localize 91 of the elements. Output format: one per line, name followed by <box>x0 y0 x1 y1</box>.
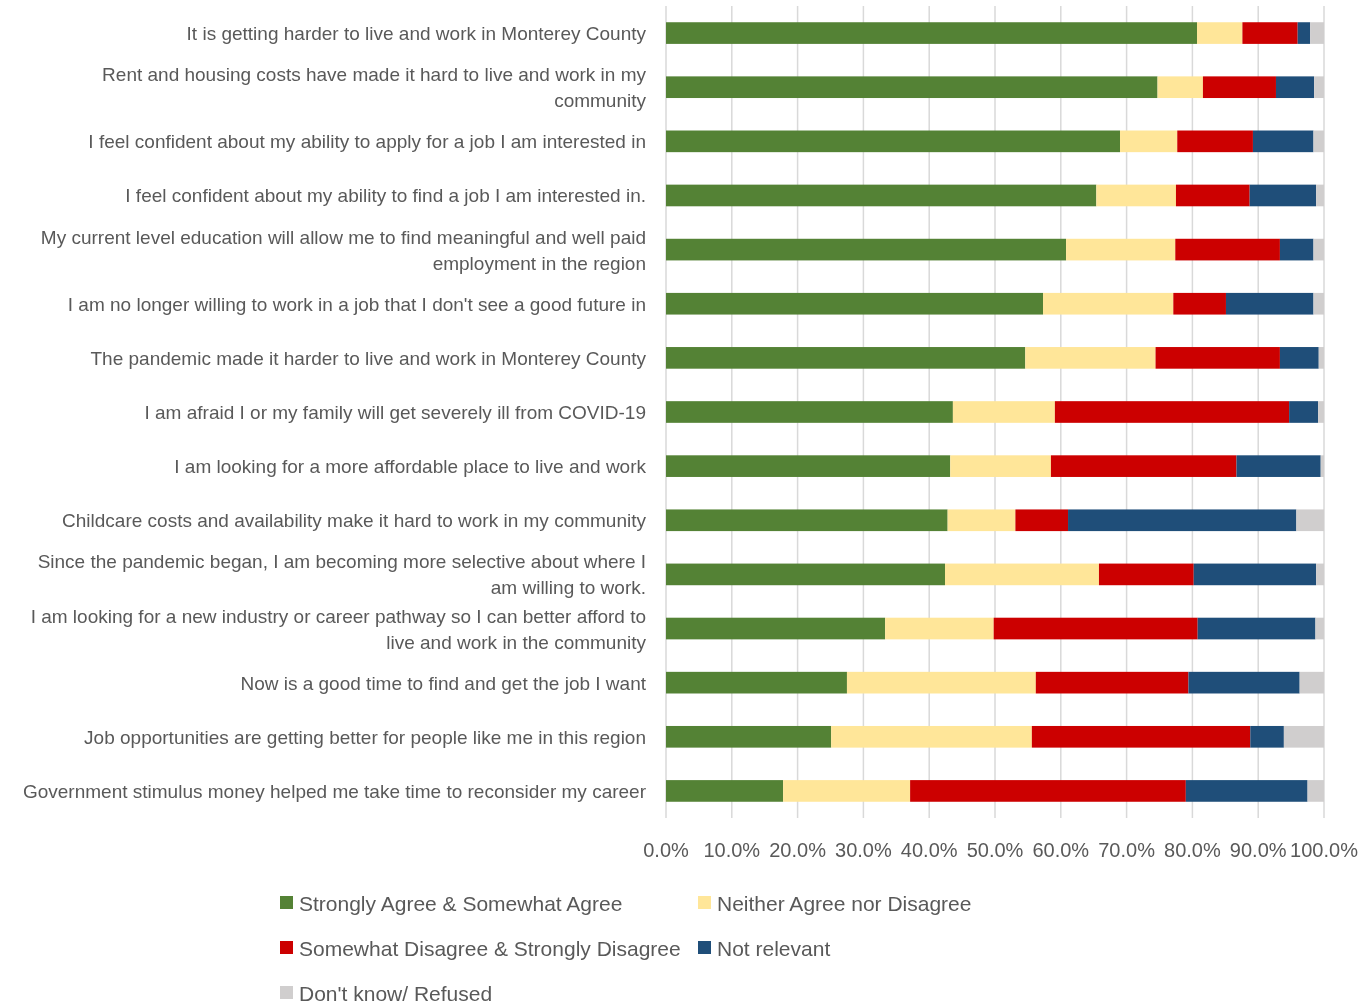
bar <box>666 617 886 640</box>
bar <box>1031 725 1251 748</box>
bar <box>1236 455 1321 477</box>
bar <box>1289 401 1319 423</box>
bar <box>666 130 1121 153</box>
bar <box>1120 130 1178 153</box>
bar <box>831 725 1032 748</box>
bar <box>1250 725 1284 748</box>
y-tick-label: I am looking for a more affordable place to live and work <box>174 455 647 477</box>
bar <box>1177 130 1253 153</box>
legend-label: Strongly Agree & Somewhat Agree <box>299 891 623 915</box>
bar <box>947 509 1016 532</box>
y-tick-label: Government stimulus money helped me take time to reconsider my career <box>22 780 647 802</box>
x-tick-label: 30.0% <box>835 839 892 861</box>
bar <box>666 563 945 586</box>
bar <box>846 671 1036 694</box>
y-tick-label: The pandemic made it harder to live and work in Monterey County <box>90 347 647 369</box>
bar <box>666 455 951 477</box>
bar <box>666 725 832 748</box>
x-tick-label: 100.0% <box>1290 839 1359 861</box>
bar <box>1035 671 1189 694</box>
bar <box>1252 130 1314 153</box>
bar <box>1173 292 1226 315</box>
bar <box>666 184 1097 207</box>
bar <box>1054 401 1290 423</box>
bar <box>1066 238 1176 261</box>
bar <box>910 780 1186 802</box>
x-tick-label: 10.0% <box>703 839 761 861</box>
y-tick-label: Rent and housing costs have made it hard to live and work in my community <box>102 63 647 111</box>
y-tick-label: Job opportunities are getting better for people like me in this region <box>84 726 646 748</box>
y-tick-label: I am no longer willing to work in a job that I don't see a good future in <box>67 293 646 315</box>
bar <box>666 76 1158 99</box>
bar <box>1279 238 1314 261</box>
bar <box>993 617 1198 640</box>
bar <box>1157 76 1203 99</box>
bar <box>1025 347 1156 369</box>
legend-label: Not relevant <box>717 936 831 960</box>
x-tick-label: 0.0% <box>643 839 690 861</box>
x-tick-label: 90.0% <box>1229 839 1287 861</box>
bar <box>1279 347 1319 369</box>
bar <box>666 347 1026 369</box>
x-tick-label: 50.0% <box>966 839 1024 861</box>
bar <box>666 401 953 423</box>
x-tick-label: 60.0% <box>1032 839 1090 861</box>
y-tick-label: It is getting harder to live and work in Monterey County <box>186 22 647 44</box>
bar <box>950 455 1051 477</box>
bar <box>944 563 1099 586</box>
bar <box>1225 292 1314 315</box>
y-tick-label: I feel confident about my ability to find a job I am interested in. <box>125 184 646 206</box>
legend-label: Somewhat Disagree & Strongly Disagree <box>299 936 681 960</box>
bar <box>1188 671 1300 694</box>
x-tick-label: 80.0% <box>1164 839 1221 861</box>
bar <box>1202 76 1276 99</box>
y-tick-label: I feel confident about my ability to apply for a job I am interested in <box>88 130 646 152</box>
bar <box>666 509 948 532</box>
bar <box>1275 76 1315 99</box>
legend-label: Neither Agree nor Disagree <box>717 891 972 915</box>
y-tick-label: I am afraid I or my family will get severely ill from COVID-19 <box>144 401 646 423</box>
bar <box>1193 563 1317 586</box>
bar <box>1297 22 1311 44</box>
x-tick-label: 40.0% <box>900 839 958 861</box>
bar <box>666 671 847 694</box>
bar <box>1197 617 1316 640</box>
bar <box>1175 184 1250 207</box>
bar <box>666 292 1044 315</box>
bar <box>1197 22 1243 44</box>
bar <box>1096 184 1176 207</box>
bar <box>1155 347 1280 369</box>
bar <box>1050 455 1237 477</box>
bar <box>885 617 994 640</box>
legend-label: Don't know/ Refused <box>299 981 493 1005</box>
bar <box>1043 292 1174 315</box>
x-tick-label: 70.0% <box>1098 839 1156 861</box>
y-tick-label: My current level education will allow me to find meaningful and well paid employment in the region <box>40 226 646 274</box>
bar <box>1185 780 1308 802</box>
bar <box>1249 184 1317 207</box>
bar <box>1015 509 1069 532</box>
x-tick-label: 20.0% <box>769 839 827 861</box>
bar <box>666 22 1198 44</box>
bar <box>1098 563 1194 586</box>
y-tick-label: Since the pandemic began, I am becoming more selective about where I am willing to work. <box>37 550 646 598</box>
bar <box>666 780 784 802</box>
y-tick-label: Now is a good time to find and get the job I want <box>240 672 647 694</box>
bar <box>952 401 1055 423</box>
bar <box>1068 509 1297 532</box>
y-tick-label: Childcare costs and availability make it hard to work in my community <box>62 509 647 531</box>
bar <box>1242 22 1298 44</box>
bar <box>1175 238 1280 261</box>
bar <box>783 780 911 802</box>
bar <box>666 238 1067 261</box>
y-tick-label: I am looking for a new industry or career pathway so I can better afford to live and work in the community <box>30 605 647 653</box>
